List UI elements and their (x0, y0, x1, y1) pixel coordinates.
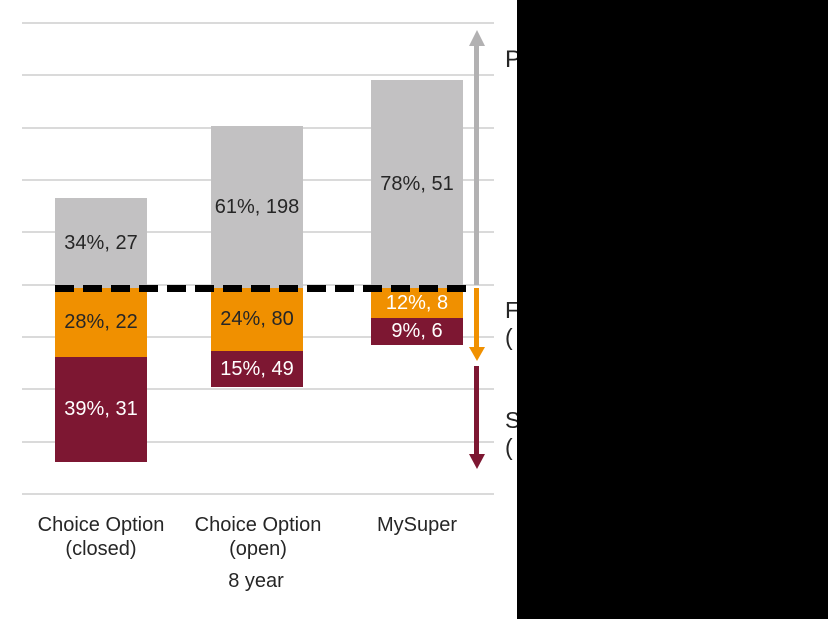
bar3-gray-label: 78%, 51 (380, 172, 454, 195)
x-label-choice-option-open: Choice Option (open) (173, 513, 343, 561)
bar3-maroon-segment: 9%, 6 (371, 318, 463, 345)
bar1-gray-segment: 34%, 27 (55, 198, 147, 288)
gridline (22, 441, 494, 443)
gridline (22, 74, 494, 76)
cropped-black-region (517, 0, 828, 619)
gridline (22, 22, 494, 24)
bar1-maroon-label: 39%, 31 (64, 398, 138, 420)
orange-down-arrow-shaft (474, 288, 479, 347)
period-label-text: 8 year (228, 570, 284, 592)
maroon-down-arrow-shaft (474, 366, 479, 454)
maroon-down-arrow-icon (469, 454, 485, 469)
bar3-gray-segment: 78%, 51 (371, 80, 463, 288)
x-label-line2: (closed) (65, 538, 137, 560)
x-label-line1: Choice Option (37, 514, 165, 536)
bar1-orange-segment: 28%, 22 (55, 288, 147, 357)
x-label-line2: (open) (229, 538, 287, 560)
legend-fragment-bottom-line1: S (505, 407, 521, 433)
bar2-maroon-segment: 15%, 49 (211, 351, 303, 387)
bar3-maroon-label: 9%, 6 (391, 320, 443, 342)
legend-fragment-bottom: S ( (505, 407, 520, 461)
bar2-maroon-label: 15%, 49 (220, 357, 294, 380)
gray-up-arrow-shaft (474, 44, 479, 285)
bar3-orange-segment: 12%, 8 (371, 288, 463, 318)
legend-fragment-bottom-line2: ( (505, 434, 513, 460)
legend-fragment-mid-line2: ( (505, 324, 513, 350)
orange-down-arrow-icon (469, 347, 485, 361)
bar3-orange-label: 12%, 8 (385, 291, 449, 314)
bar1-maroon-segment: 39%, 31 (55, 357, 147, 462)
bar1-gray-label: 34%, 27 (64, 231, 138, 254)
gray-up-arrow-icon (469, 30, 485, 46)
bar2-gray-segment: 61%, 198 (211, 126, 303, 288)
legend-fragment-mid-line1: F (505, 297, 520, 323)
bar1-orange-label: 28%, 22 (64, 311, 138, 333)
x-label-mysuper: MySuper (332, 513, 502, 537)
bar2-gray-label: 61%, 198 (214, 195, 300, 218)
gridline (22, 388, 494, 390)
x-label-line1: MySuper (376, 514, 458, 536)
legend-fragment-mid: F ( (505, 297, 519, 351)
bar2-orange-label: 24%, 80 (220, 308, 294, 330)
gridline (22, 493, 494, 495)
bar2-orange-segment: 24%, 80 (211, 288, 303, 351)
benchmark-dashed-line (55, 285, 468, 292)
x-label-choice-option-closed: Choice Option (closed) (16, 513, 186, 561)
x-axis-period-label: 8 year (171, 569, 341, 593)
x-label-line1: Choice Option (194, 514, 322, 536)
